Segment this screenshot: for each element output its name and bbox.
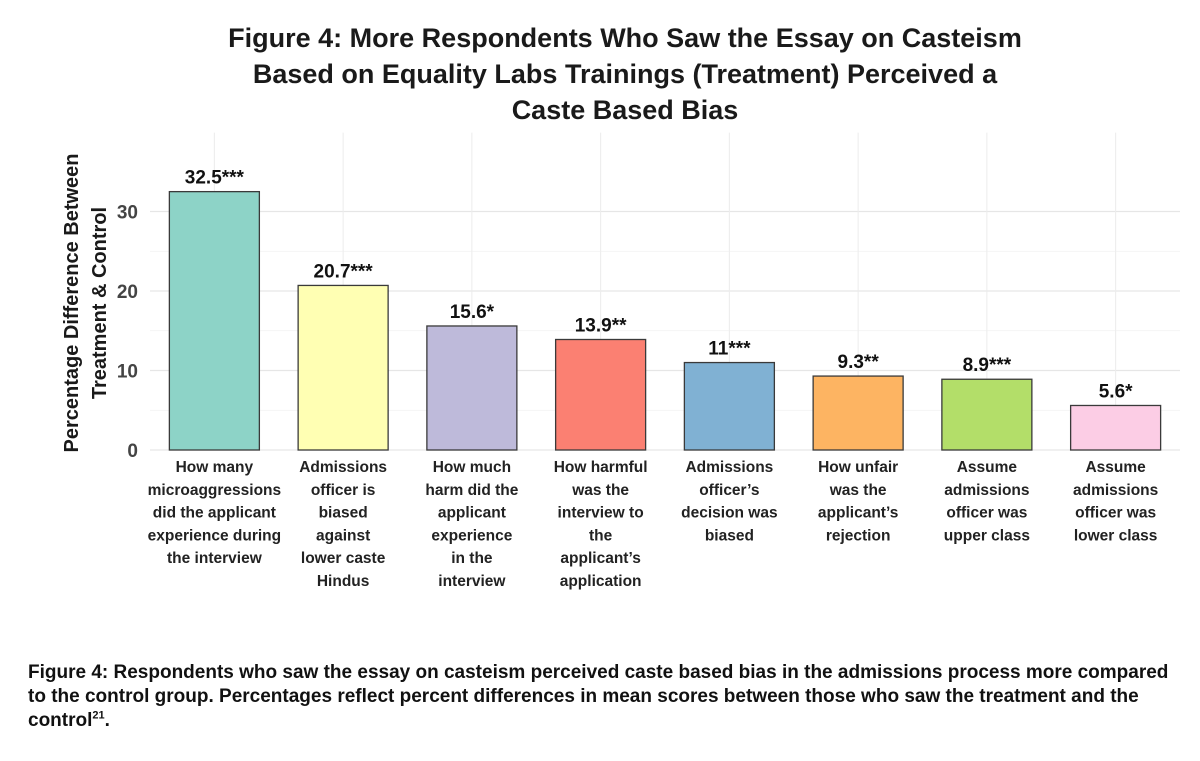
category-label-line: was the (829, 482, 887, 499)
category-label-line: How harmful (554, 459, 648, 476)
category-label-line: application (560, 573, 642, 590)
y-tick-label: 10 (117, 362, 138, 383)
category-label-line: admissions (1073, 482, 1158, 499)
category-label-line: Assume (1085, 459, 1146, 476)
category-label-line: against (316, 527, 370, 544)
category-label-line: experience (431, 527, 512, 544)
category-label: Assume admissions officer was upper class (944, 459, 1030, 544)
bar-value-label: 9.3** (838, 352, 880, 373)
category-label-line: How much (433, 459, 511, 476)
category-label-line: officer’s (699, 482, 759, 499)
category-label: Admissions officer’s decision was biased (681, 459, 777, 544)
caption-end: . (104, 710, 110, 731)
y-tick-label: 0 (127, 441, 138, 462)
category-label-line: the interview (167, 550, 263, 567)
chart-title-line: Figure 4: More Respondents Who Saw the E… (228, 23, 1022, 53)
chart-title-line: Based on Equality Labs Trainings (Treatm… (252, 59, 998, 89)
y-axis-ticks: 0 10 20 30 (117, 203, 138, 463)
y-tick-label: 20 (117, 282, 138, 303)
category-label-line: the (589, 527, 613, 544)
category-label-line: harm did the (425, 482, 518, 499)
chart-title-line: Caste Based Bias (511, 95, 739, 125)
y-axis-title: Percentage Difference Between Treatment &… (61, 153, 111, 452)
category-label-line: lower class (1074, 527, 1158, 544)
category-label: How much harm did the applicant experience i… (425, 459, 518, 590)
caption-footnote: 21 (92, 709, 105, 722)
category-label: How harmful was the interview to the applica… (554, 459, 648, 590)
category-labels: How many microaggressions did the applican… (148, 459, 1159, 590)
category-label-line: interview (438, 573, 506, 590)
bar (1069, 404, 1162, 451)
category-label: Admissions officer is biased against lower c… (299, 459, 387, 590)
bar-value-label: 32.5*** (185, 168, 245, 189)
category-label-line: officer was (946, 505, 1027, 522)
bar-value-label: 20.7*** (314, 261, 374, 282)
category-label-line: applicant (438, 505, 506, 522)
figure-caption: Figure 4: Respondents who saw the essay … (28, 661, 1178, 733)
category-label-line: Hindus (317, 573, 370, 590)
category-label-line: admissions (944, 482, 1029, 499)
category-label-line: lower caste (301, 550, 386, 567)
category-label-line: applicant’s (818, 505, 898, 522)
bars (168, 190, 1162, 451)
y-axis-label: Percentage Difference Between Treatment &… (61, 153, 111, 452)
y-axis-title-line: Percentage Difference Between (61, 153, 83, 452)
category-label-line: Admissions (299, 459, 387, 476)
bar (168, 190, 261, 451)
category-label: How unfair was the applicant’s rejection (818, 459, 898, 544)
chart-title: Figure 4: More Respondents Who Saw the E… (150, 20, 1100, 128)
bar (812, 375, 904, 451)
bar (554, 338, 647, 451)
category-label-line: in the (451, 550, 493, 567)
bar (683, 361, 776, 451)
bar (297, 284, 389, 451)
bar-value-label: 8.9*** (963, 355, 1012, 376)
category-label-line: officer was (1075, 505, 1156, 522)
category-label-line: did the applicant (153, 505, 276, 522)
bar-value-label: 13.9** (575, 315, 627, 336)
category-label-line: applicant’s (560, 550, 640, 567)
bar-value-label: 15.6* (450, 302, 495, 323)
category-label-line: Admissions (685, 459, 773, 476)
value-labels: 32.5*** 20.7*** 15.6* 13.9** 11*** 9.3** 8.9**… (185, 168, 1133, 403)
category-label: Assume admissions officer was lower class (1073, 459, 1158, 544)
category-label-line: microaggressions (148, 482, 282, 499)
category-label-line: experience during (148, 527, 282, 544)
bar-chart: 0 10 20 30 Percentage Difference Between Tre… (61, 132, 1180, 590)
category-label-line: interview to (558, 505, 644, 522)
bar-value-label: 11*** (708, 339, 751, 360)
bar (941, 378, 1033, 451)
bar-value-label: 5.6* (1099, 381, 1133, 402)
category-label-line: decision was (681, 505, 777, 522)
bar (426, 325, 518, 451)
category-label-line: rejection (826, 527, 891, 544)
category-label-line: biased (705, 527, 754, 544)
category-label-line: biased (319, 505, 368, 522)
y-tick-label: 30 (117, 203, 138, 224)
category-label: How many microaggressions did the applican… (148, 459, 282, 567)
category-label-line: How unfair (818, 459, 898, 476)
y-axis-title-line: Treatment & Control (89, 207, 111, 399)
category-label-line: How many (176, 459, 254, 476)
category-label-line: was the (571, 482, 629, 499)
category-label-line: upper class (944, 527, 1030, 544)
category-label-line: Assume (957, 459, 1018, 476)
caption-text: Figure 4: Respondents who saw the essay … (28, 662, 1169, 731)
category-label-line: officer is (311, 482, 376, 499)
